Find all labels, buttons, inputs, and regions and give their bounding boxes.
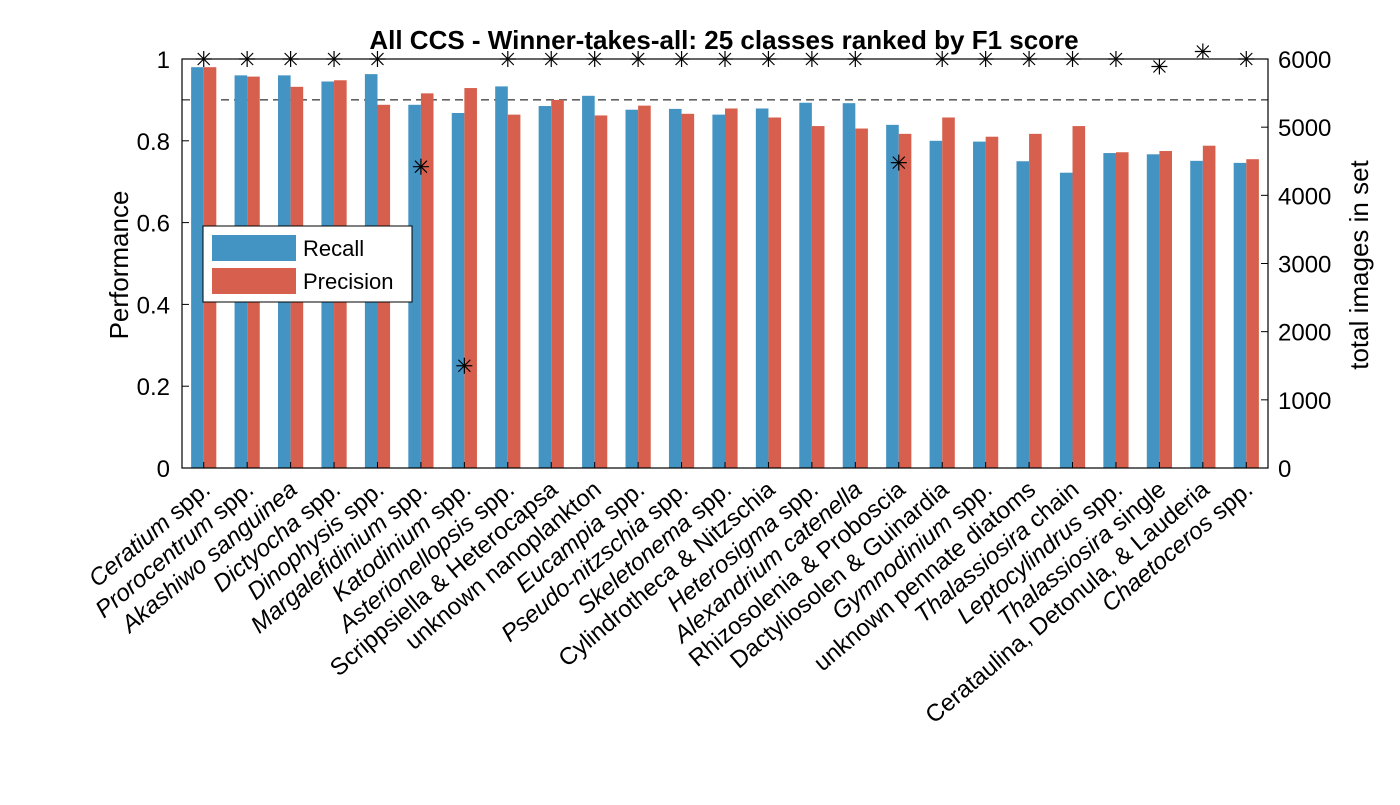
bar-precision-10 (638, 105, 651, 468)
legend-swatch-precision (212, 268, 296, 294)
y-tick-label-right: 0 (1278, 456, 1291, 483)
y-tick-label-left: 1 (157, 47, 170, 74)
bar-recall-24 (1233, 162, 1247, 469)
bar-recall-17 (929, 140, 943, 469)
bar-recall-16 (886, 124, 899, 468)
bar-recall-0 (191, 67, 204, 469)
y-tick-label-right: 1000 (1278, 388, 1331, 415)
bar-precision-9 (594, 115, 608, 468)
bar-precision-12 (725, 108, 738, 468)
bar-precision-15 (855, 128, 868, 468)
bars-layer (191, 67, 1259, 469)
y-axis-label-left: Performance (104, 191, 134, 340)
y-tick-label-left: 0.8 (137, 129, 170, 156)
bar-precision-13 (768, 117, 782, 468)
y-tick-label-left: 0.6 (137, 211, 170, 238)
bar-recall-19 (1016, 161, 1030, 468)
bar-precision-21 (1115, 152, 1129, 468)
bar-precision-19 (1029, 133, 1042, 469)
legend-label-precision: Precision (303, 269, 393, 294)
y-tick-label-left: 0.2 (137, 374, 170, 401)
bar-precision-7 (507, 114, 521, 469)
bar-precision-22 (1159, 151, 1172, 468)
y-tick-label-right: 2000 (1278, 320, 1331, 347)
total-images-marker-16 (890, 154, 907, 171)
y-tick-label-right: 4000 (1278, 183, 1331, 210)
marker-stroke (414, 160, 428, 174)
total-images-marker-23 (1194, 43, 1211, 60)
bar-precision-5 (420, 93, 434, 468)
y-tick-label-right: 5000 (1278, 115, 1331, 142)
marker-stroke (1152, 60, 1166, 73)
bar-precision-24 (1246, 159, 1259, 468)
bar-recall-6 (451, 112, 465, 468)
bar-recall-13 (755, 108, 769, 468)
bar-recall-15 (842, 103, 856, 468)
y-tick-label-right: 6000 (1278, 47, 1331, 74)
total-images-marker-6 (456, 357, 473, 374)
bar-recall-21 (1103, 153, 1116, 468)
bar-recall-23 (1190, 160, 1203, 468)
bar-precision-18 (985, 136, 999, 468)
legend-swatch-recall (212, 235, 296, 261)
bar-recall-14 (799, 102, 812, 468)
bar-precision-6 (464, 88, 477, 468)
bar-precision-20 (1072, 126, 1086, 469)
bar-recall-9 (582, 95, 595, 468)
bar-recall-5 (408, 104, 421, 469)
bar-precision-23 (1202, 145, 1216, 468)
total-images-marker-5 (412, 158, 429, 175)
bar-recall-10 (625, 109, 639, 468)
bar-recall-12 (712, 114, 725, 469)
bar-precision-8 (551, 99, 564, 469)
bar-recall-22 (1146, 154, 1160, 468)
chart-title: All CCS - Winner-takes-all: 25 classes r… (369, 25, 1078, 55)
bar-recall-18 (973, 141, 986, 469)
bar-precision-14 (811, 126, 825, 469)
y-axis-label-right: total images in set (1344, 159, 1374, 369)
category-labels: Ceratium spp.Prorocentrum spp.Akashiwo s… (84, 475, 1258, 729)
bar-recall-11 (668, 108, 682, 468)
legend-label-recall: Recall (303, 236, 364, 261)
y-tick-label-left: 0.4 (137, 292, 170, 319)
y-tick-label-right: 3000 (1278, 252, 1331, 279)
bar-recall-8 (538, 106, 552, 468)
legend: Recall Precision (202, 225, 413, 303)
bar-precision-17 (942, 117, 955, 468)
bar-precision-11 (681, 113, 695, 468)
marker-stroke (457, 359, 471, 373)
bar-precision-16 (898, 133, 912, 469)
y-tick-label-left: 0 (157, 456, 170, 483)
bar-recall-20 (1059, 172, 1073, 468)
axes-layer: 0 0.2 0.4 0.6 0.8 1 0 1000 2000 3000 4000 5000 6000 (137, 47, 1332, 483)
total-images-marker-22 (1151, 58, 1168, 75)
marker-stroke (892, 156, 906, 170)
marker-stroke (1196, 45, 1210, 58)
bar-recall-7 (495, 86, 508, 468)
